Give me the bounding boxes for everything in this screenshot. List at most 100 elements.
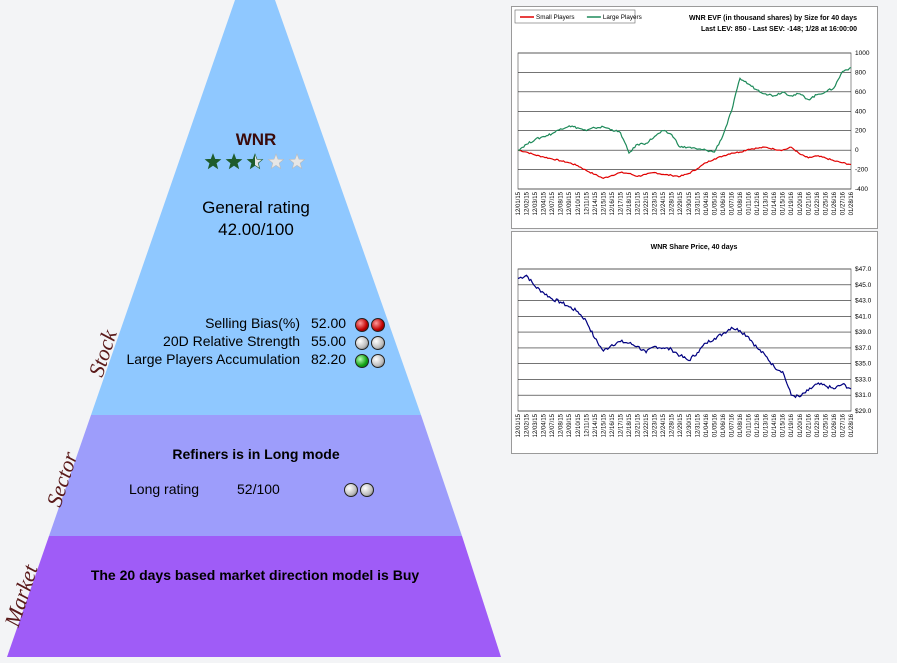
y-tick-label: $45.0 bbox=[855, 282, 872, 289]
x-tick-label: 12/30/15 bbox=[687, 413, 693, 437]
y-tick-label: 400 bbox=[855, 108, 866, 115]
x-tick-label: 12/07/15 bbox=[550, 191, 556, 215]
x-tick-label: 12/08/15 bbox=[559, 191, 565, 215]
metric-row: Selling Bias(%) 52.00 bbox=[100, 315, 400, 333]
y-tick-label: $33.0 bbox=[855, 376, 872, 383]
x-tick-label: 12/28/15 bbox=[670, 413, 676, 437]
x-tick-label: 01/04/16 bbox=[704, 191, 710, 215]
x-tick-label: 01/14/16 bbox=[772, 191, 778, 215]
x-tick-label: 12/23/15 bbox=[653, 191, 659, 215]
indicator-ball-icon bbox=[371, 336, 385, 351]
x-tick-label: 12/31/15 bbox=[695, 191, 701, 215]
x-tick-label: 01/05/16 bbox=[712, 191, 718, 215]
x-tick-label: 12/15/15 bbox=[601, 413, 607, 437]
x-tick-label: 01/21/16 bbox=[806, 191, 812, 215]
sector-tier bbox=[49, 415, 462, 536]
indicator-ball-icon bbox=[371, 318, 385, 333]
x-tick-label: 12/03/15 bbox=[533, 191, 539, 215]
y-tick-label: $29.0 bbox=[855, 408, 872, 415]
long-rating-label: Long rating bbox=[129, 481, 200, 497]
ticker-title: WNR bbox=[235, 130, 277, 149]
x-tick-label: 01/08/16 bbox=[738, 191, 744, 215]
x-tick-label: 12/18/15 bbox=[627, 191, 633, 215]
x-tick-label: 01/21/16 bbox=[806, 413, 812, 437]
x-tick-label: 12/31/15 bbox=[695, 413, 701, 437]
chart-title: WNR Share Price, 40 days bbox=[651, 244, 738, 251]
x-tick-label: 12/30/15 bbox=[687, 191, 693, 215]
indicator-ball-icon bbox=[355, 354, 369, 369]
x-tick-label: 01/26/16 bbox=[832, 191, 838, 215]
y-tick-label: $43.0 bbox=[855, 298, 872, 305]
x-tick-label: 01/28/16 bbox=[849, 413, 855, 437]
x-tick-label: 12/14/15 bbox=[593, 191, 599, 215]
x-tick-label: 01/27/16 bbox=[840, 191, 846, 215]
y-tick-label: $31.0 bbox=[855, 392, 872, 399]
x-tick-label: 12/03/15 bbox=[533, 413, 539, 437]
x-tick-label: 12/14/15 bbox=[593, 413, 599, 437]
x-tick-label: 12/02/15 bbox=[525, 191, 531, 215]
y-tick-label: 600 bbox=[855, 89, 866, 96]
x-tick-label: 01/13/16 bbox=[764, 191, 770, 215]
metric-label: Large Players Accumulation bbox=[126, 351, 300, 367]
x-tick-label: 12/08/15 bbox=[559, 413, 565, 437]
x-tick-label: 12/21/15 bbox=[636, 413, 642, 437]
x-tick-label: 12/23/15 bbox=[653, 413, 659, 437]
x-tick-label: 01/08/16 bbox=[738, 413, 744, 437]
metric-label: Selling Bias(%) bbox=[205, 315, 300, 331]
x-tick-label: 12/10/15 bbox=[576, 191, 582, 215]
plot-area bbox=[517, 268, 852, 412]
star-icon bbox=[288, 153, 306, 170]
x-tick-label: 01/04/16 bbox=[704, 413, 710, 437]
x-tick-label: 12/28/15 bbox=[670, 191, 676, 215]
indicator-ball-icon bbox=[344, 482, 358, 497]
plot-area bbox=[517, 52, 852, 190]
x-tick-label: 12/18/15 bbox=[627, 413, 633, 437]
x-tick-label: 01/20/16 bbox=[798, 191, 804, 215]
x-tick-label: 12/15/15 bbox=[601, 191, 607, 215]
y-tick-label: $37.0 bbox=[855, 345, 872, 352]
x-tick-label: 12/24/15 bbox=[661, 413, 667, 437]
x-tick-label: 01/25/16 bbox=[823, 191, 829, 215]
y-tick-label: 800 bbox=[855, 69, 866, 76]
x-tick-label: 01/15/16 bbox=[781, 413, 787, 437]
rating-pyramid bbox=[7, 0, 501, 657]
evf-chart: -400 -200 0 200 400 600 800 1000 12/01/15 12/02/1… bbox=[514, 9, 870, 215]
x-tick-label: 01/12/16 bbox=[755, 191, 761, 215]
x-tick-label: 12/01/15 bbox=[516, 191, 522, 215]
x-tick-label: 01/13/16 bbox=[764, 413, 770, 437]
y-tick-label: $35.0 bbox=[855, 361, 872, 368]
y-tick-label: -400 bbox=[855, 186, 868, 193]
metric-balls bbox=[353, 316, 385, 333]
metric-row: Large Players Accumulation 82.20 bbox=[100, 351, 400, 369]
x-tick-label: 01/27/16 bbox=[840, 413, 846, 437]
general-rating-label: General rating bbox=[202, 198, 310, 217]
y-tick-label: -200 bbox=[855, 167, 868, 174]
metric-balls bbox=[353, 352, 385, 369]
x-tick-label: 12/29/15 bbox=[678, 191, 684, 215]
x-tick-label: 01/25/16 bbox=[823, 413, 829, 437]
x-tick-label: 12/07/15 bbox=[550, 413, 556, 437]
y-tick-label: 1000 bbox=[855, 50, 870, 57]
metric-row: 20D Relative Strength 55.00 bbox=[100, 333, 400, 351]
y-tick-label: 0 bbox=[855, 147, 859, 154]
x-tick-label: 01/15/16 bbox=[781, 191, 787, 215]
x-tick-label: 12/22/15 bbox=[644, 191, 650, 215]
x-tick-label: 12/04/15 bbox=[542, 413, 548, 437]
legend-entry: Large Players bbox=[603, 14, 642, 21]
x-tick-label: 01/12/16 bbox=[755, 413, 761, 437]
x-tick-label: 01/26/16 bbox=[832, 413, 838, 437]
star-icon bbox=[225, 153, 243, 170]
x-tick-label: 01/07/16 bbox=[729, 191, 735, 215]
x-tick-label: 01/20/16 bbox=[798, 413, 804, 437]
x-tick-label: 12/17/15 bbox=[618, 413, 624, 437]
evf-chart-panel: -400 -200 0 200 400 600 800 1000 12/01/15 12/02/1… bbox=[511, 6, 878, 229]
x-tick-label: 12/09/15 bbox=[567, 413, 573, 437]
star-icon bbox=[204, 153, 222, 170]
x-tick-label: 01/06/16 bbox=[721, 413, 727, 437]
y-tick-label: $47.0 bbox=[855, 266, 872, 273]
x-tick-label: 01/06/16 bbox=[721, 191, 727, 215]
x-tick-label: 01/19/16 bbox=[789, 191, 795, 215]
x-tick-label: 12/16/15 bbox=[610, 191, 616, 215]
x-tick-label: 12/17/15 bbox=[618, 191, 624, 215]
y-tick-label: $39.0 bbox=[855, 329, 872, 336]
